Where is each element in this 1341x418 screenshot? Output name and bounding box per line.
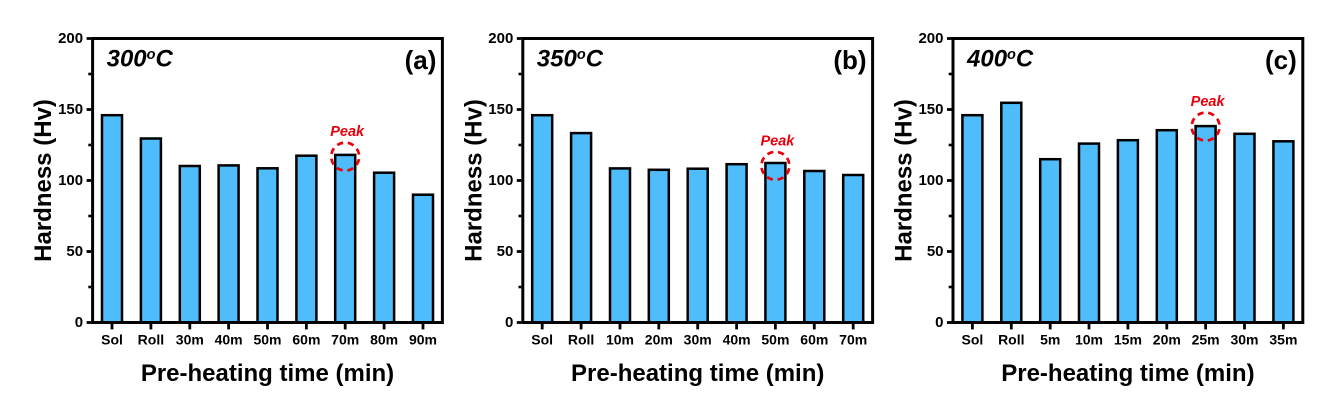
svg-text:Pre-heating time (min): Pre-heating time (min) <box>1001 360 1254 387</box>
svg-text:40m: 40m <box>215 331 243 347</box>
svg-text:50: 50 <box>927 243 944 260</box>
svg-text:(c): (c) <box>1265 45 1297 75</box>
svg-text:300oC: 300oC <box>107 46 174 73</box>
svg-text:100: 100 <box>918 172 943 189</box>
svg-text:10m: 10m <box>606 331 634 347</box>
svg-text:200: 200 <box>488 30 513 47</box>
svg-text:350oC: 350oC <box>537 46 604 73</box>
svg-text:50: 50 <box>66 243 83 260</box>
svg-text:70m: 70m <box>331 331 359 347</box>
svg-text:150: 150 <box>488 101 513 118</box>
svg-text:0: 0 <box>75 314 83 331</box>
svg-text:30m: 30m <box>684 331 712 347</box>
svg-text:40m: 40m <box>723 331 751 347</box>
svg-text:(b): (b) <box>833 45 866 75</box>
svg-text:100: 100 <box>58 172 83 189</box>
svg-text:Peak: Peak <box>330 124 365 140</box>
svg-text:Sol: Sol <box>101 331 123 347</box>
svg-text:50m: 50m <box>761 331 789 347</box>
svg-text:10m: 10m <box>1075 331 1103 347</box>
svg-text:35m: 35m <box>1269 331 1297 347</box>
svg-text:Roll: Roll <box>998 331 1024 347</box>
svg-text:0: 0 <box>505 314 513 331</box>
svg-text:30m: 30m <box>1230 331 1258 347</box>
svg-text:(a): (a) <box>405 45 437 75</box>
svg-text:80m: 80m <box>370 331 398 347</box>
svg-text:60m: 60m <box>292 331 320 347</box>
svg-text:200: 200 <box>918 30 943 47</box>
svg-text:Hardness (Hv): Hardness (Hv) <box>460 99 487 262</box>
svg-text:Pre-heating time (min): Pre-heating time (min) <box>141 360 394 387</box>
svg-text:100: 100 <box>488 172 513 189</box>
svg-text:20m: 20m <box>645 331 673 347</box>
svg-text:150: 150 <box>918 101 943 118</box>
svg-text:Pre-heating time (min): Pre-heating time (min) <box>571 360 824 387</box>
svg-text:70m: 70m <box>839 331 867 347</box>
svg-text:5m: 5m <box>1040 331 1060 347</box>
svg-text:200: 200 <box>58 30 83 47</box>
svg-text:15m: 15m <box>1114 331 1142 347</box>
svg-text:Peak: Peak <box>760 133 795 149</box>
svg-text:Peak: Peak <box>1191 94 1226 110</box>
svg-text:Sol: Sol <box>531 331 553 347</box>
svg-text:20m: 20m <box>1153 331 1181 347</box>
svg-text:Roll: Roll <box>138 331 164 347</box>
svg-text:0: 0 <box>935 314 943 331</box>
svg-text:25m: 25m <box>1192 331 1220 347</box>
svg-text:50: 50 <box>497 243 514 260</box>
svg-text:Hardness (Hv): Hardness (Hv) <box>891 99 918 262</box>
svg-text:30m: 30m <box>176 331 204 347</box>
svg-text:50m: 50m <box>253 331 281 347</box>
svg-text:60m: 60m <box>800 331 828 347</box>
svg-text:Roll: Roll <box>568 331 594 347</box>
svg-text:400oC: 400oC <box>966 46 1034 73</box>
svg-text:150: 150 <box>58 101 83 118</box>
svg-text:90m: 90m <box>409 331 437 347</box>
svg-text:Sol: Sol <box>962 331 984 347</box>
svg-text:Hardness (Hv): Hardness (Hv) <box>30 99 57 262</box>
